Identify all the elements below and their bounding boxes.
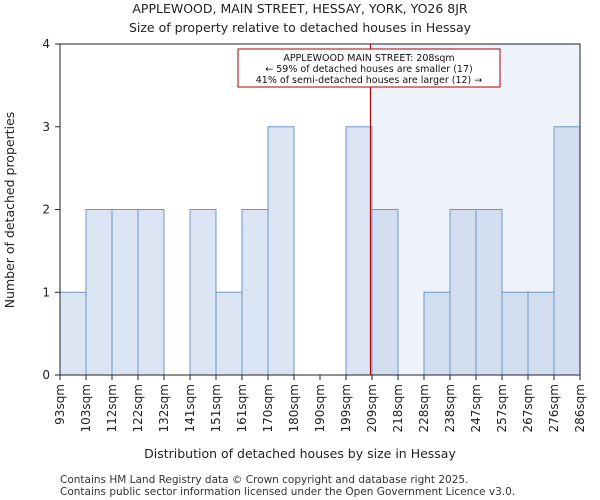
y-tick-label: 3 bbox=[42, 120, 50, 134]
bar-228sqm bbox=[423, 291, 451, 376]
bar-103sqm bbox=[85, 209, 113, 376]
x-tick-label: 257sqm bbox=[495, 384, 509, 432]
x-tick-label: 180sqm bbox=[287, 384, 301, 432]
footer-line-1: Contains HM Land Registry data © Crown c… bbox=[60, 474, 468, 486]
y-tick-label: 0 bbox=[42, 368, 50, 382]
y-tick-label: 2 bbox=[42, 203, 50, 217]
annotation-line-3: 41% of semi-detached houses are larger (… bbox=[256, 75, 483, 86]
x-axis: 93sqm 103sqm 112sqm 122sqm 132sqm 141sqm 151sq… bbox=[53, 375, 587, 432]
x-tick-label: 199sqm bbox=[339, 384, 353, 432]
x-tick-label: 209sqm bbox=[365, 384, 379, 432]
x-tick-label: 228sqm bbox=[417, 384, 431, 432]
x-tick-label: 151sqm bbox=[209, 384, 223, 432]
x-tick-label: 190sqm bbox=[313, 384, 327, 432]
bar-93sqm bbox=[59, 291, 87, 376]
footer-line-2: Contains public sector information licen… bbox=[60, 486, 515, 498]
x-tick-label: 238sqm bbox=[443, 384, 457, 432]
chart-title: APPLEWOOD, MAIN STREET, HESSAY, YORK, YO… bbox=[132, 1, 468, 16]
bar-238sqm bbox=[449, 209, 477, 376]
bar-151sqm bbox=[215, 291, 243, 376]
x-tick-label: 247sqm bbox=[469, 384, 483, 432]
bar-112sqm bbox=[111, 209, 139, 376]
x-tick-label: 170sqm bbox=[261, 384, 275, 432]
x-tick-label: 132sqm bbox=[157, 384, 171, 432]
bar-257sqm bbox=[501, 291, 529, 376]
bar-161sqm bbox=[241, 209, 269, 376]
y-tick-label: 4 bbox=[42, 37, 50, 51]
chart-subtitle: Size of property relative to detached ho… bbox=[129, 20, 472, 35]
bar-170sqm bbox=[267, 126, 295, 376]
x-tick-label: 93sqm bbox=[53, 384, 67, 425]
bar-209sqm bbox=[371, 209, 399, 376]
x-tick-label: 141sqm bbox=[183, 384, 197, 432]
x-tick-label: 122sqm bbox=[131, 384, 145, 432]
x-tick-label: 286sqm bbox=[573, 384, 587, 432]
bar-247sqm bbox=[475, 209, 503, 376]
bar-276sqm bbox=[553, 126, 581, 376]
x-axis-label: Distribution of detached houses by size … bbox=[144, 446, 456, 461]
bar-267sqm bbox=[527, 291, 555, 376]
annotation-box: APPLEWOOD MAIN STREET: 208sqm ← 59% of d… bbox=[237, 48, 501, 88]
x-tick-label: 218sqm bbox=[391, 384, 405, 432]
bar-122sqm bbox=[137, 209, 165, 376]
x-tick-label: 267sqm bbox=[521, 384, 535, 432]
bar-199sqm bbox=[345, 126, 373, 376]
bars-group bbox=[59, 126, 581, 376]
x-tick-label: 161sqm bbox=[235, 384, 249, 432]
y-axis: 0 1 2 3 4 bbox=[42, 37, 60, 382]
annotation-frame bbox=[237, 48, 501, 88]
annotation-line-1: APPLEWOOD MAIN STREET: 208sqm bbox=[283, 53, 454, 64]
y-tick-label: 1 bbox=[42, 285, 50, 299]
annotation-line-2: ← 59% of detached houses are smaller (17… bbox=[265, 64, 472, 75]
x-tick-label: 276sqm bbox=[547, 384, 561, 432]
bar-141sqm bbox=[189, 209, 217, 376]
y-axis-label: Number of detached properties bbox=[2, 112, 17, 309]
x-tick-label: 112sqm bbox=[105, 384, 119, 432]
x-tick-label: 103sqm bbox=[79, 384, 93, 432]
